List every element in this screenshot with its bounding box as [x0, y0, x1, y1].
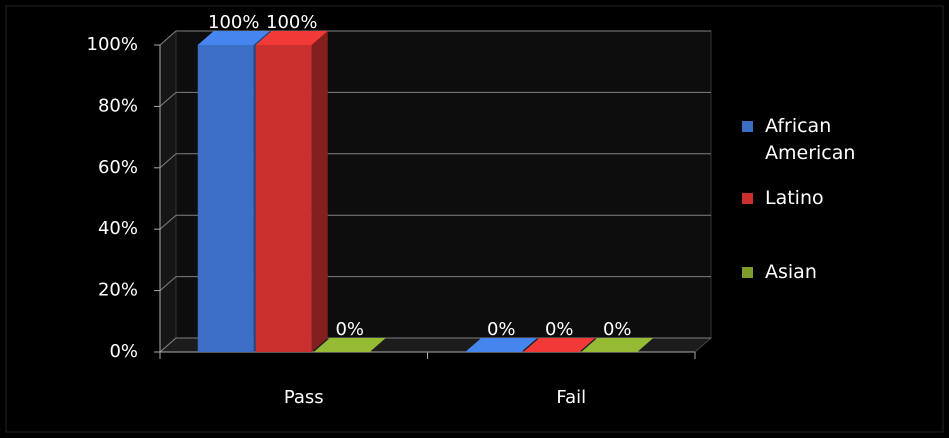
side-wall	[159, 29, 177, 354]
bar-front	[255, 45, 312, 352]
y-tick-label: 40%	[98, 218, 138, 239]
bar-top	[197, 31, 270, 45]
grid-line-side	[159, 214, 177, 230]
x-tick-label: Fail	[556, 387, 586, 408]
frame	[5, 5, 944, 433]
value-label: 0%	[335, 319, 364, 340]
bar-top	[581, 338, 654, 352]
value-label: 0%	[603, 319, 632, 340]
y-tick-label: 100%	[87, 34, 138, 55]
legend-label: Latino	[765, 187, 824, 209]
value-label: 0%	[545, 319, 574, 340]
legend-entry: African American	[742, 113, 885, 167]
legend-swatch	[742, 267, 753, 278]
y-tick-label: 0%	[109, 341, 138, 362]
legend-label: African American	[765, 115, 856, 164]
grid-line-side	[159, 276, 177, 291]
y-tick-label: 60%	[98, 157, 138, 178]
bar-top	[465, 338, 538, 352]
grid-line-side	[159, 30, 177, 46]
legend-label: Asian	[765, 261, 817, 283]
y-tick-label: 80%	[98, 95, 138, 116]
grid-line-side	[159, 153, 177, 169]
bar-side	[311, 31, 328, 352]
bar	[523, 338, 596, 352]
bar	[465, 338, 538, 352]
grid-line-side	[159, 92, 177, 107]
value-label: 0%	[487, 319, 516, 340]
value-label: 100%	[266, 12, 317, 33]
legend-entry: Asian	[742, 259, 885, 286]
bar-top	[523, 338, 596, 352]
bar	[255, 31, 328, 352]
grid-line-side	[159, 337, 177, 353]
value-label: 100%	[208, 12, 259, 33]
bar	[581, 338, 654, 352]
y-tick-label: 20%	[98, 280, 138, 301]
bar	[313, 338, 386, 352]
bar-top	[313, 338, 386, 352]
x-tick-label: Pass	[284, 387, 324, 408]
bar-top	[255, 31, 328, 45]
legend-swatch	[742, 121, 753, 132]
bar-front	[197, 45, 254, 352]
legend-entry: Latino	[742, 185, 885, 212]
legend-swatch	[742, 193, 753, 204]
